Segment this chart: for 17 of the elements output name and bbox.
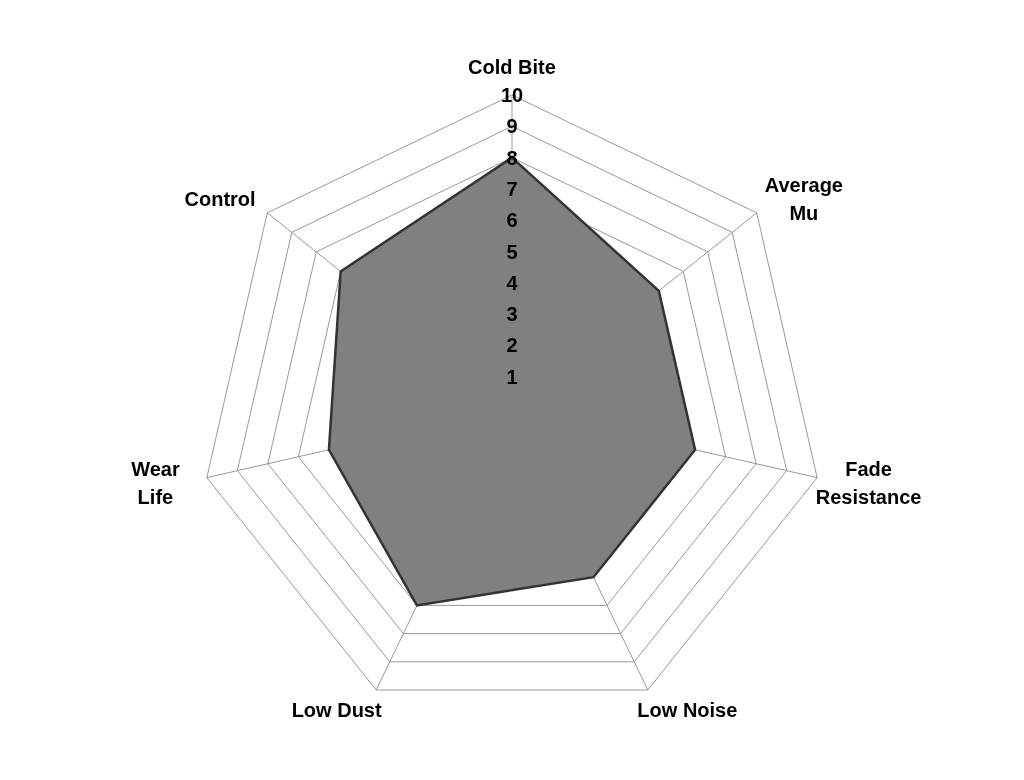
spoke-label: Cold Bite [468,56,556,78]
y-tick-label: 7 [506,177,518,200]
spoke-label: Low Noise [637,698,738,721]
y-tick-label: 2 [506,334,518,357]
y-tick-label: 6 [506,209,518,232]
spoke-label: Fade Resistance [815,457,922,508]
y-tick-label: 4 [506,271,519,294]
spoke-label: Average Mu [764,174,844,225]
spoke-label: Control [184,188,256,211]
y-tick-label: 3 [506,303,518,326]
y-tick-label: 10 [500,84,524,106]
y-tick-label: 9 [506,115,518,138]
y-tick-label: 8 [506,146,518,169]
spoke-label: Wear Life [131,457,180,508]
spoke-label: Low Dust [291,698,382,721]
y-tick-label: 1 [506,365,518,388]
y-tick-label: 5 [506,240,518,263]
